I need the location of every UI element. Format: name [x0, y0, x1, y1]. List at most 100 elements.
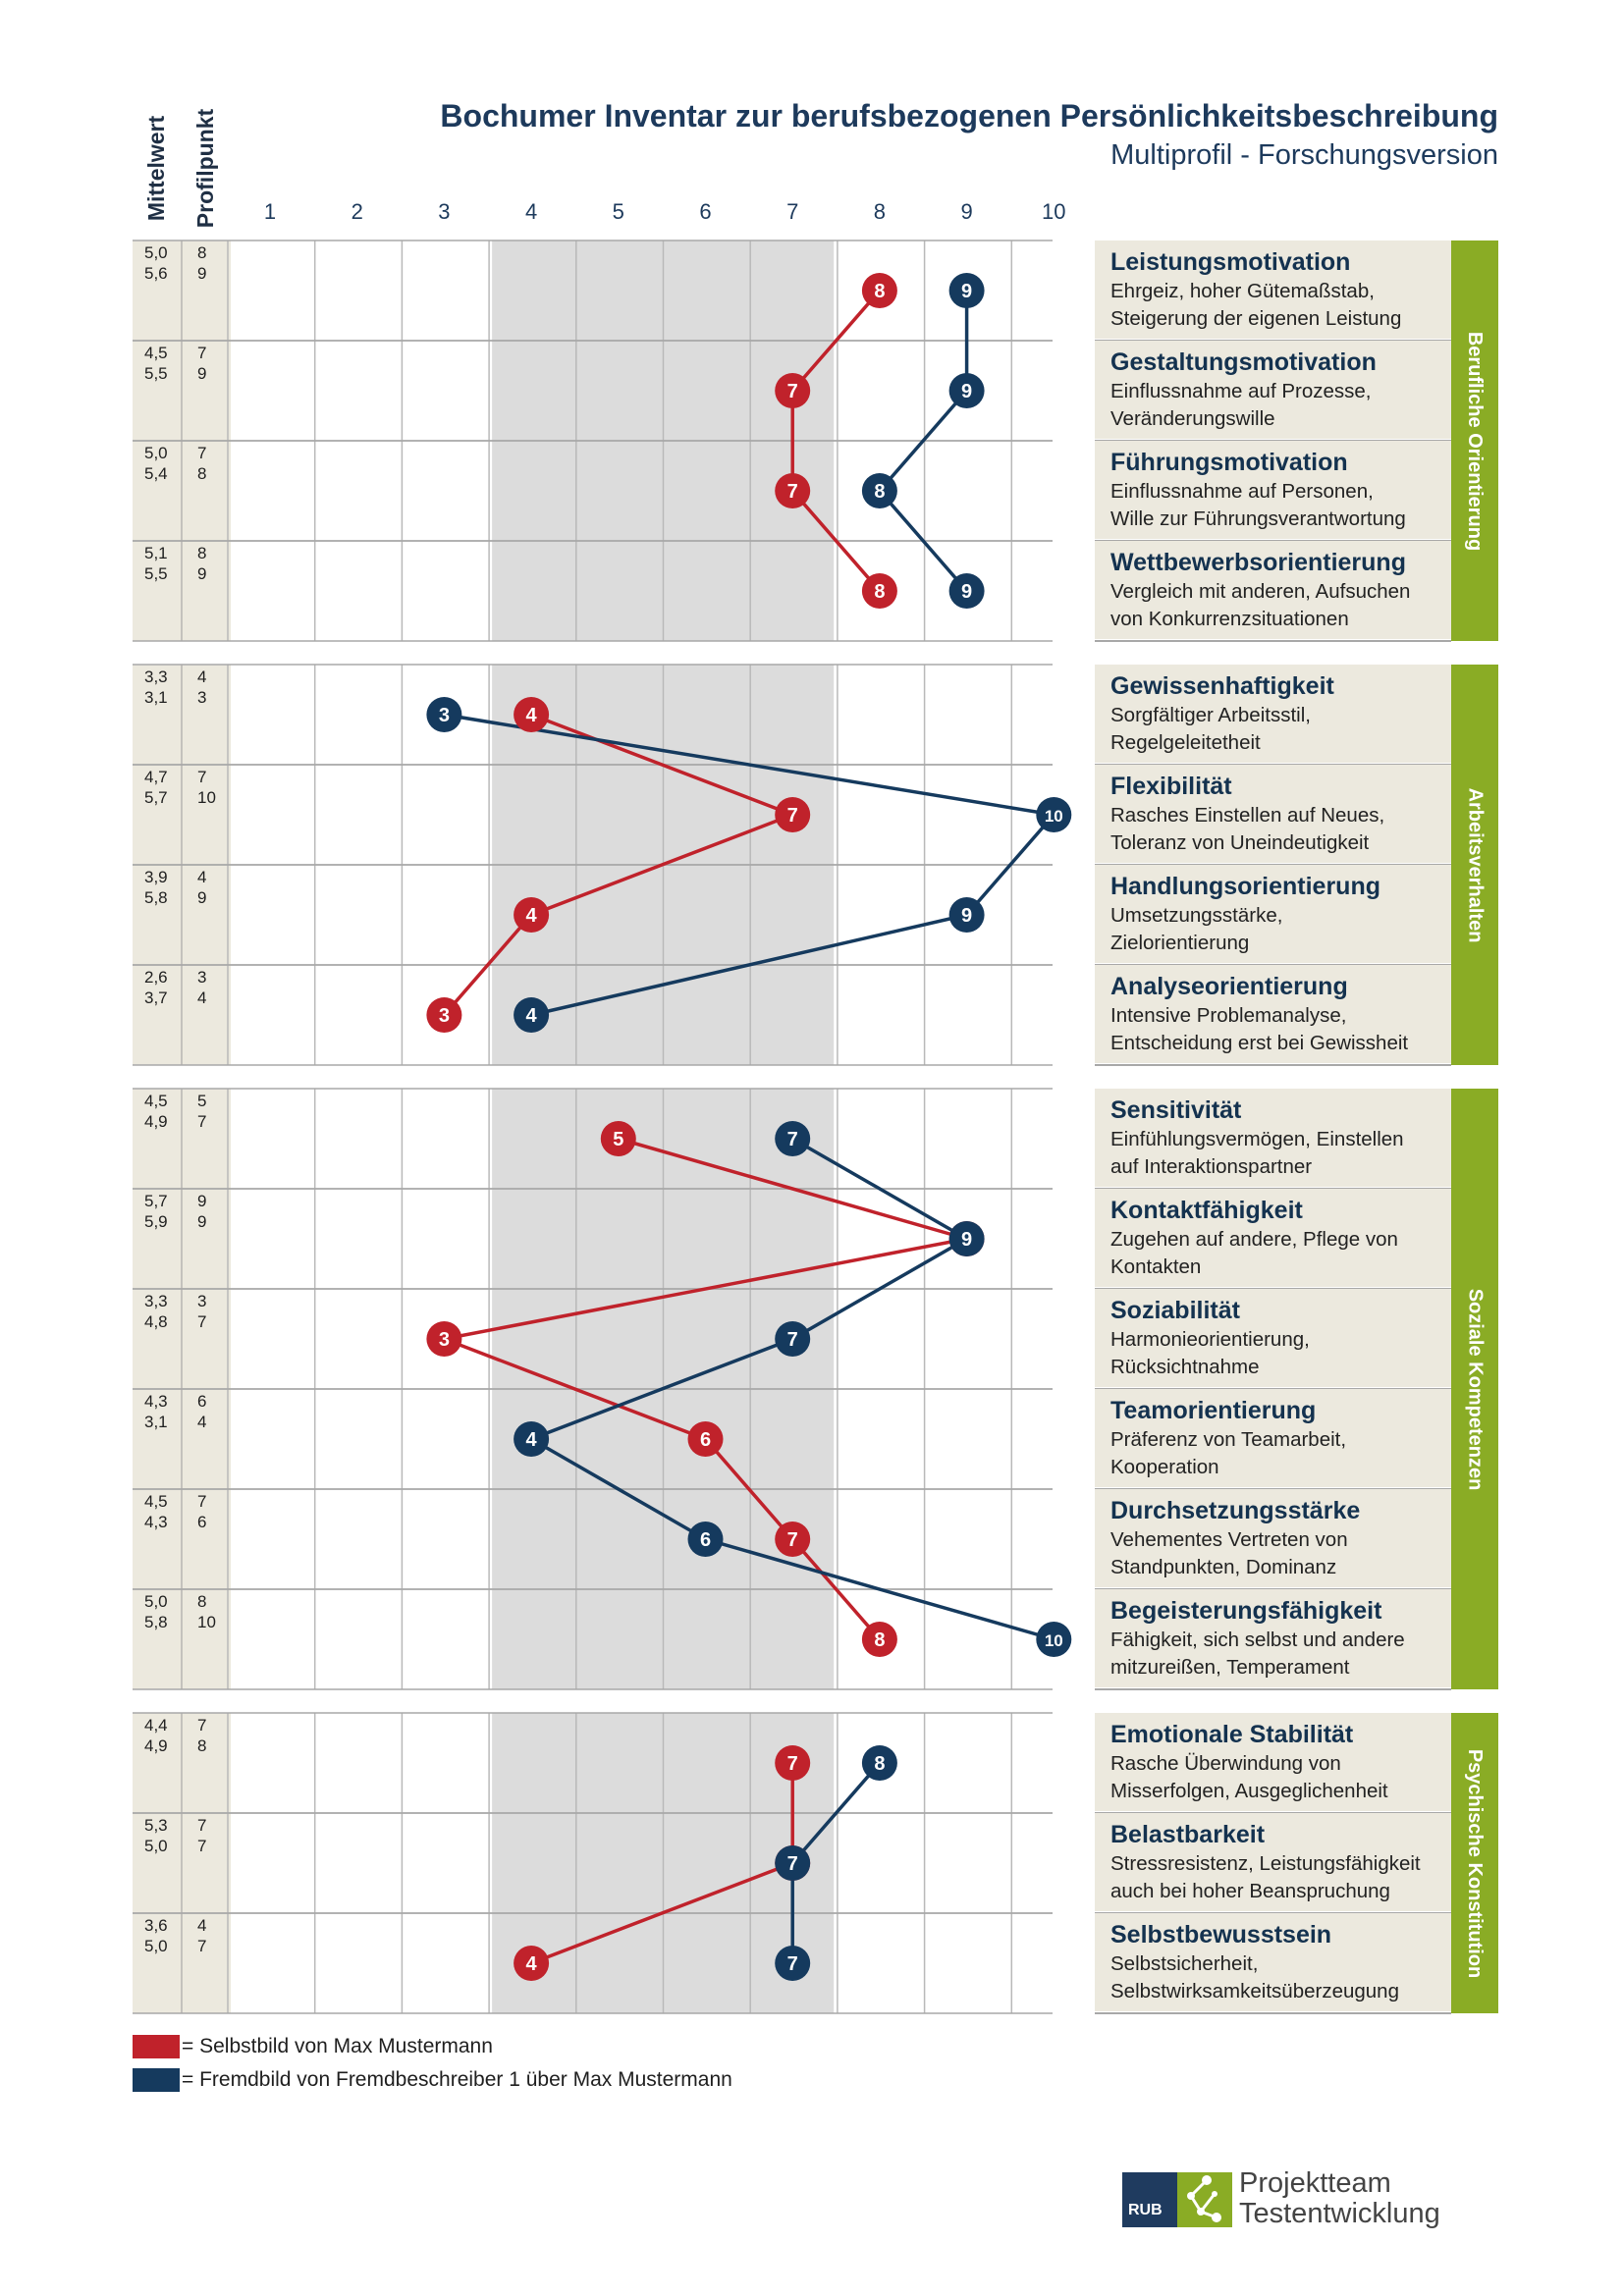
other-point [775, 1321, 811, 1357]
scale-description-line: Ehrgeiz, hoher Gütemaßstab, [1110, 280, 1375, 302]
scale-description: Stressresistenz, Leistungsfähigkeit auch … [1110, 1850, 1421, 1905]
mean-values: 5,1 5,5 [144, 543, 168, 584]
scale-description-line: Kontakten [1110, 1255, 1202, 1278]
scale-label-bg [1095, 1913, 1451, 2011]
self-point-label: 6 [700, 1429, 711, 1451]
scale-description-line: Vergleich mit anderen, Aufsuchen [1110, 580, 1411, 603]
other-point [514, 997, 550, 1033]
mean-values: 5,3 5,0 [144, 1815, 168, 1856]
scale-description-line: Kooperation [1110, 1456, 1219, 1478]
other-point [948, 897, 985, 933]
scale-title: Teamorientierung [1110, 1397, 1317, 1424]
scale-title: Selbstbewusstsein [1110, 1921, 1332, 1949]
logo-badge [1122, 2172, 1177, 2227]
page-subtitle: Multiprofil - Forschungsversion [1110, 139, 1498, 171]
x-tick-label: 2 [351, 199, 363, 224]
scale-title: Führungsmotivation [1110, 449, 1348, 476]
mean-values: 4,5 4,9 [144, 1091, 168, 1132]
self-point-label: 3 [439, 1329, 450, 1351]
legend-self-swatch [133, 2035, 180, 2058]
mean-value: 3,6 [144, 1916, 168, 1935]
mean-value: 4,3 [144, 1392, 168, 1411]
scale-description-line: Misserfolgen, Ausgeglichenheit [1110, 1780, 1388, 1802]
profile-value: 8 [197, 1592, 207, 1611]
self-point [426, 997, 462, 1033]
profile-value: 7 [197, 768, 207, 786]
scale-description-line: Einfühlungsvermögen, Einstellen [1110, 1128, 1404, 1150]
scale-description-line: Einflussnahme auf Personen, [1110, 480, 1374, 503]
profile-value: 3 [197, 688, 207, 707]
self-series-line [443, 713, 798, 1017]
section-label-text: Berufliche Orientierung [1464, 331, 1487, 551]
scale-description-line: mitzureißen, Temperament [1110, 1656, 1350, 1679]
scale-description-line: Regelgeleitetheit [1110, 731, 1261, 754]
x-tick-label: 9 [960, 199, 973, 224]
scale-title: Soziabilität [1110, 1297, 1240, 1324]
self-point-label: 4 [526, 1953, 538, 1975]
other-point-label: 10 [1045, 1631, 1063, 1650]
mean-value: 5,0 [144, 444, 168, 462]
scale-description-line: Stressresistenz, Leistungsfähigkeit [1110, 1852, 1421, 1875]
mean-values: 2,6 3,7 [144, 967, 168, 1008]
profile-value: 8 [197, 243, 207, 262]
scale-description-line: Fähigkeit, sich selbst und andere [1110, 1629, 1405, 1651]
mean-values: 4,4 4,9 [144, 1715, 168, 1756]
other-point [514, 1421, 550, 1457]
x-tick-label: 5 [612, 199, 624, 224]
mean-value: 5,0 [144, 1592, 168, 1611]
section-label: Soziale Kompetenzen [1451, 1089, 1498, 1689]
profile-value: 6 [197, 1392, 207, 1411]
self-point [426, 1321, 462, 1357]
x-tick-label: 8 [873, 199, 887, 224]
scale-title: Analyseorientierung [1110, 973, 1348, 1000]
other-point [1036, 1622, 1072, 1657]
scale-title: Flexibilität [1110, 773, 1232, 800]
other-series-line [877, 291, 969, 593]
scale-label-bg [1095, 341, 1451, 439]
other-point-label: 9 [961, 905, 972, 927]
self-point [861, 1622, 897, 1657]
scale-description: Präferenz von Teamarbeit, Kooperation [1110, 1426, 1346, 1481]
profile-values: 7 10 [197, 767, 216, 808]
x-tick-label: 3 [438, 199, 451, 224]
scale-title: Sensitivität [1110, 1096, 1242, 1124]
profile-value: 9 [197, 888, 207, 907]
scale-description-line: Sorgfältiger Arbeitsstil, [1110, 704, 1311, 726]
mean-value: 4,5 [144, 344, 168, 362]
mean-value: 4,7 [144, 768, 168, 786]
scale-description-line: auch bei hoher Beanspruchung [1110, 1880, 1390, 1902]
mean-value: 4,5 [144, 1092, 168, 1110]
profile-value: 7 [197, 1716, 207, 1735]
scale-description: Sorgfältiger Arbeitsstil, Regelgeleitethe… [1110, 702, 1311, 757]
other-point [948, 573, 985, 609]
self-point-label: 3 [439, 1005, 450, 1027]
profile-value: 4 [197, 1916, 207, 1935]
other-point [775, 1121, 811, 1156]
mean-value: 3,9 [144, 868, 168, 886]
profile-value: 10 [197, 1613, 216, 1631]
self-point-label: 7 [787, 1753, 798, 1775]
mean-value: 5,4 [144, 464, 168, 483]
mean-value: 3,3 [144, 1292, 168, 1310]
section-bar [1451, 1089, 1498, 1689]
mean-values: 5,0 5,6 [144, 242, 168, 284]
self-point-label: 8 [874, 281, 885, 302]
section-bar [1451, 665, 1498, 1065]
scale-description-line: Selbstwirksamkeitsüberzeugung [1110, 1980, 1399, 2002]
profile-value: 10 [197, 788, 216, 807]
scale-description: Harmonieorientierung, Rücksichtnahme [1110, 1326, 1310, 1381]
profile-value: 4 [197, 1413, 207, 1431]
other-point [861, 473, 897, 508]
mean-value: 4,4 [144, 1716, 168, 1735]
self-series-line [438, 1137, 968, 1641]
self-point-label: 4 [526, 905, 538, 927]
scale-description-line: Toleranz von Uneindeutigkeit [1110, 831, 1370, 854]
scale-description: Vehementes Vertreten von Standpunkten, Do… [1110, 1526, 1348, 1581]
mean-value: 4,9 [144, 1112, 168, 1131]
self-point [775, 1745, 811, 1781]
